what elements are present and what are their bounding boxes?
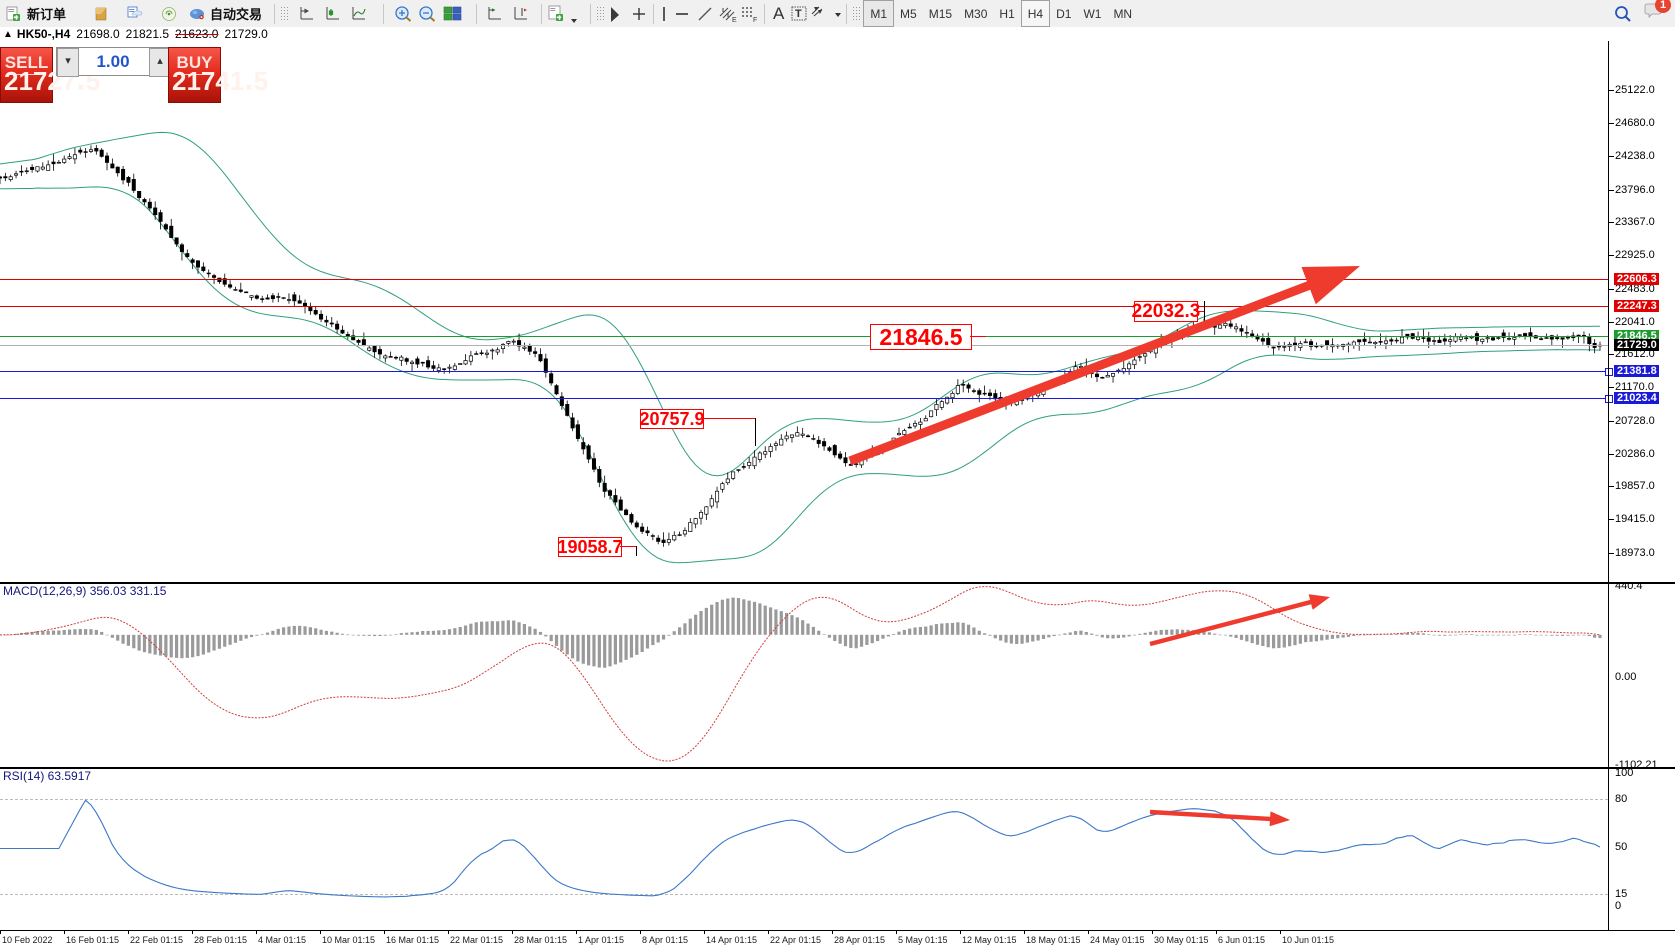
svg-text:T: T [795, 8, 802, 20]
svg-text:E: E [732, 17, 737, 24]
svg-text:F: F [753, 17, 757, 24]
